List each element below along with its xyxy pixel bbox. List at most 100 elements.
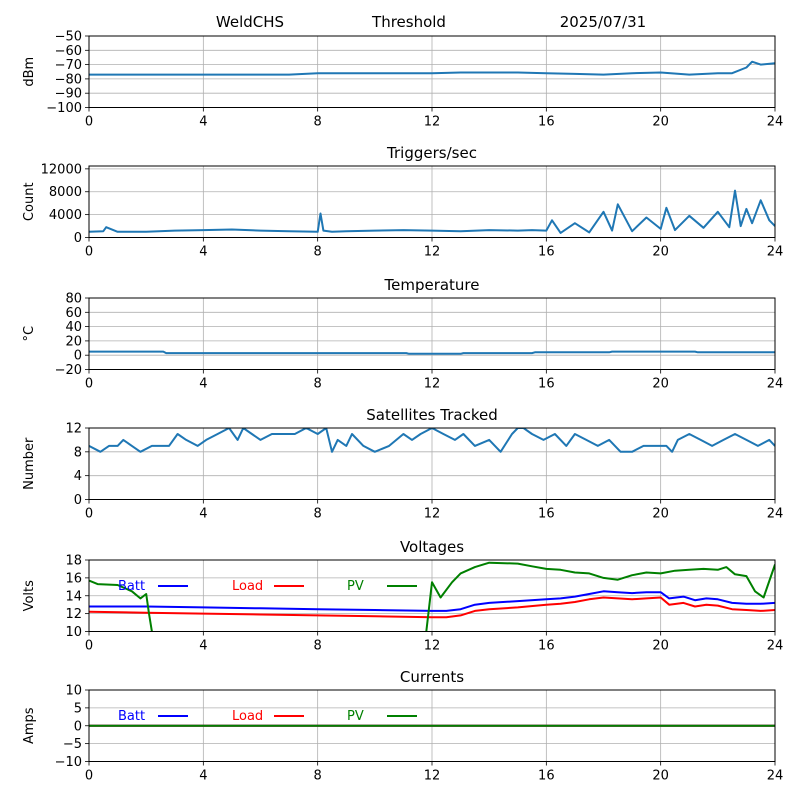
x-tick-label: 0 xyxy=(85,377,93,392)
x-tick-label: 24 xyxy=(767,639,784,654)
x-tick-label: 12 xyxy=(424,377,441,392)
panel-title: Voltages xyxy=(400,538,464,556)
y-axis-label: Amps xyxy=(22,707,37,744)
series-line xyxy=(89,428,775,453)
x-tick-label: 24 xyxy=(767,245,784,260)
y-tick-label: 0 xyxy=(74,719,82,734)
x-tick-label: 20 xyxy=(652,377,669,392)
panel-threshold: 0 4 8 12 16 20 24 −100−90−80−70−60−50 dBm xyxy=(22,30,783,130)
legend-label-load: Load xyxy=(232,579,263,594)
y-tick-label: 8 xyxy=(74,445,82,460)
header-station: WeldCHS xyxy=(216,13,284,31)
y-tick-label: 14 xyxy=(65,589,82,604)
y-tick-label: 20 xyxy=(65,334,82,349)
x-tick-label: 8 xyxy=(314,377,322,392)
y-tick-label: 80 xyxy=(65,292,82,307)
panel-satellites: 0 4 8 12 16 20 24 0 4 8 12 Satellites Tracked Number xyxy=(22,406,783,522)
y-tick-label: −100 xyxy=(46,101,82,116)
x-tick-label: 8 xyxy=(314,769,322,784)
x-tick-label: 4 xyxy=(199,245,207,260)
panel-voltages: 0 4 8 12 16 20 24 10 12 14 16 18 Voltages Volts Batt Lo… xyxy=(22,538,783,654)
legend-label-pv: PV xyxy=(347,579,364,594)
series-line-load xyxy=(89,596,775,619)
x-tick-label: 0 xyxy=(85,245,93,260)
x-tick-label: 0 xyxy=(85,639,93,654)
legend-label-pv: PV xyxy=(347,709,364,724)
x-tick-label: 12 xyxy=(424,507,441,522)
x-tick-label: 8 xyxy=(314,507,322,522)
y-tick-label: 4 xyxy=(74,469,82,484)
y-tick-label: 12 xyxy=(65,422,82,437)
y-tick-label: 10 xyxy=(65,684,82,699)
y-tick-label: 0 xyxy=(74,231,82,246)
series-line xyxy=(89,189,775,234)
axes-frame xyxy=(88,35,776,108)
y-tick-label: 8000 xyxy=(49,185,82,200)
legend-label-batt: Batt xyxy=(118,579,145,594)
x-tick-label: 12 xyxy=(424,245,441,260)
y-tick-label: −70 xyxy=(55,58,82,73)
y-tick-label: 12 xyxy=(65,607,82,622)
panel-currents: 0 4 8 12 16 20 24 −10 −5 0 5 10 Currents Amps Batt Load… xyxy=(22,668,783,784)
x-tick-label: 24 xyxy=(767,507,784,522)
series-line xyxy=(89,60,775,76)
series-line-batt xyxy=(89,590,775,612)
axes-frame xyxy=(88,427,776,500)
x-tick-label: 12 xyxy=(424,769,441,784)
x-tick-label: 20 xyxy=(652,245,669,260)
x-tick-label: 16 xyxy=(538,507,555,522)
y-axis-label: °C xyxy=(22,326,37,342)
x-tick-label: 4 xyxy=(199,639,207,654)
y-axis-label: Number xyxy=(22,437,37,490)
y-axis-label: Count xyxy=(22,182,37,221)
x-tick-label: 8 xyxy=(314,639,322,654)
y-tick-label: −10 xyxy=(55,755,82,770)
x-tick-label: 16 xyxy=(538,377,555,392)
y-tick-label: 16 xyxy=(65,571,82,586)
x-tick-label: 4 xyxy=(199,769,207,784)
y-tick-label: 12000 xyxy=(41,162,82,177)
series-line-pv xyxy=(89,561,775,632)
x-tick-label: 20 xyxy=(652,115,669,130)
x-tick-label: 24 xyxy=(767,377,784,392)
x-tick-label: 0 xyxy=(85,115,93,130)
panel-title: Satellites Tracked xyxy=(366,406,497,424)
x-tick-label: 12 xyxy=(424,639,441,654)
panel-title: Triggers/sec xyxy=(386,144,477,162)
y-tick-label: 10 xyxy=(65,625,82,640)
y-tick-label: −20 xyxy=(55,363,82,378)
x-tick-label: 8 xyxy=(314,115,322,130)
header-quantity: Threshold xyxy=(371,13,446,31)
y-tick-label: 5 xyxy=(74,701,82,716)
panel-title: Currents xyxy=(400,668,464,686)
header-date: 2025/07/31 xyxy=(560,13,646,31)
x-tick-label: 20 xyxy=(652,639,669,654)
x-tick-label: 16 xyxy=(538,639,555,654)
axes-frame xyxy=(88,559,776,632)
x-tick-label: 4 xyxy=(199,115,207,130)
series-line xyxy=(89,350,775,355)
x-tick-label: 4 xyxy=(199,507,207,522)
y-tick-label: 4000 xyxy=(49,208,82,223)
y-tick-label: 18 xyxy=(65,554,82,569)
y-axis-label: Volts xyxy=(22,580,37,612)
y-tick-label: 60 xyxy=(65,306,82,321)
y-tick-label: 0 xyxy=(74,493,82,508)
x-tick-label: 8 xyxy=(314,245,322,260)
y-tick-label: 0 xyxy=(74,349,82,364)
panel-triggers: 0 4 8 12 16 20 24 0 4000 8000 12000 Triggers/sec Cou… xyxy=(22,144,783,260)
panel-title: Temperature xyxy=(383,276,479,294)
y-tick-label: −60 xyxy=(55,44,82,59)
x-tick-label: 0 xyxy=(85,769,93,784)
y-tick-label: −5 xyxy=(63,737,82,752)
x-tick-label: 16 xyxy=(538,245,555,260)
y-axis-label: dBm xyxy=(22,57,37,87)
y-tick-label: −80 xyxy=(55,72,82,87)
x-tick-label: 12 xyxy=(424,115,441,130)
axes-frame xyxy=(88,689,776,762)
axes-frame xyxy=(88,297,776,370)
x-tick-label: 24 xyxy=(767,115,784,130)
x-tick-label: 16 xyxy=(538,115,555,130)
